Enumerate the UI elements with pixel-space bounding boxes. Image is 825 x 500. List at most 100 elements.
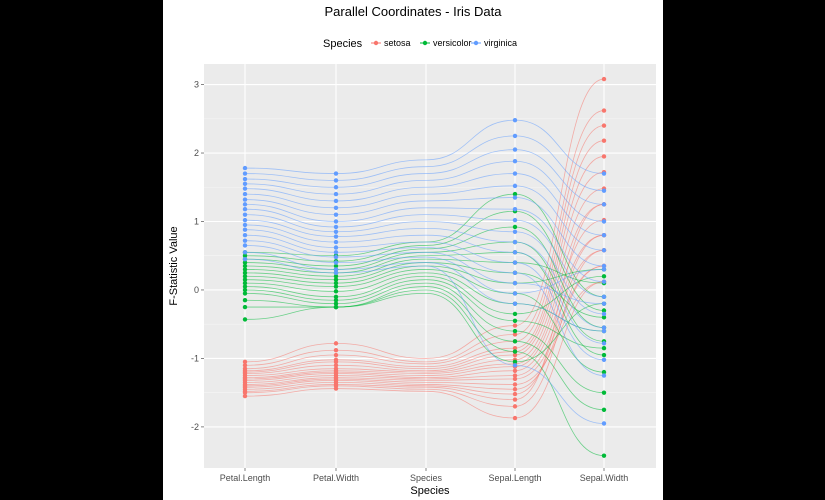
data-point-virginica bbox=[333, 260, 339, 265]
data-point-virginica bbox=[242, 171, 248, 176]
data-point-versicolor bbox=[242, 277, 248, 282]
data-point-virginica bbox=[601, 279, 607, 284]
series-line-setosa bbox=[244, 156, 605, 373]
data-point-virginica bbox=[601, 248, 607, 253]
data-point-versicolor bbox=[242, 260, 248, 265]
data-point-versicolor bbox=[601, 407, 607, 412]
data-point-versicolor bbox=[242, 317, 248, 322]
y-axis: -2 -1 0 1 2 3 bbox=[191, 80, 204, 432]
data-point-setosa bbox=[242, 359, 248, 365]
data-point-virginica bbox=[512, 117, 518, 123]
x-tick-label: Species bbox=[410, 473, 443, 483]
series-line-virginica bbox=[244, 240, 605, 305]
data-point-setosa bbox=[333, 359, 339, 365]
data-point-virginica bbox=[601, 263, 607, 269]
data-point-virginica bbox=[242, 165, 248, 171]
data-point-virginica bbox=[333, 224, 339, 230]
data-point-virginica bbox=[242, 176, 248, 182]
data-point-setosa bbox=[512, 404, 518, 409]
data-point-virginica bbox=[601, 357, 607, 363]
series-line-setosa bbox=[244, 140, 605, 372]
data-point-virginica bbox=[512, 229, 518, 234]
series-line-versicolor bbox=[244, 269, 605, 373]
series-line-virginica bbox=[244, 258, 605, 424]
series-line-virginica bbox=[244, 160, 605, 222]
legend-key-point-setosa bbox=[373, 40, 379, 46]
series-line-versicolor bbox=[244, 279, 605, 349]
data-point-virginica bbox=[242, 181, 248, 187]
series-line-setosa bbox=[244, 249, 605, 383]
series-line-virginica bbox=[244, 149, 605, 205]
data-point-versicolor bbox=[333, 298, 339, 303]
legend-title: Species bbox=[323, 38, 363, 50]
x-axis: Petal.Length Petal.Width Species Sepal.Leng… bbox=[220, 468, 628, 483]
data-point-versicolor bbox=[333, 289, 339, 294]
data-point-virginica bbox=[242, 250, 248, 255]
data-point-virginica bbox=[601, 171, 607, 176]
chart-title: Parallel Coordinates - Iris Data bbox=[324, 4, 502, 19]
data-point-virginica bbox=[242, 243, 248, 248]
series-line-setosa bbox=[244, 265, 605, 385]
data-point-virginica bbox=[601, 267, 607, 272]
data-point-virginica bbox=[601, 301, 607, 306]
series-line-virginica bbox=[244, 234, 605, 376]
legend-label-versicolor: versicolor bbox=[433, 38, 472, 48]
data-point-virginica bbox=[601, 311, 607, 317]
series-line-virginica bbox=[244, 219, 605, 329]
y-axis-title: F-Statistic Value bbox=[168, 226, 180, 305]
series-line-versicolor bbox=[244, 282, 605, 394]
data-point-versicolor bbox=[512, 318, 518, 323]
data-point-virginica bbox=[333, 239, 339, 245]
data-point-virginica bbox=[601, 373, 607, 378]
data-point-versicolor bbox=[601, 352, 607, 358]
series-lines bbox=[244, 78, 605, 457]
data-point-virginica bbox=[333, 234, 339, 239]
data-point-versicolor bbox=[512, 311, 518, 317]
data-point-versicolor bbox=[333, 294, 339, 300]
data-point-virginica bbox=[333, 254, 339, 260]
data-point-virginica bbox=[512, 250, 518, 255]
data-point-versicolor bbox=[333, 284, 339, 289]
legend: Species setosa versicolor virginica bbox=[323, 38, 517, 50]
data-point-virginica bbox=[333, 212, 339, 217]
data-point-versicolor bbox=[512, 328, 518, 334]
series-line-virginica bbox=[244, 229, 605, 361]
data-point-setosa bbox=[333, 363, 339, 368]
data-point-virginica bbox=[242, 212, 248, 217]
data-point-virginica bbox=[242, 227, 248, 232]
data-point-versicolor bbox=[242, 284, 248, 289]
data-point-versicolor bbox=[333, 277, 339, 282]
data-point-setosa bbox=[512, 373, 518, 378]
data-point-virginica bbox=[512, 159, 518, 164]
series-line-virginica bbox=[244, 224, 605, 344]
series-line-setosa bbox=[244, 188, 605, 376]
series-line-virginica bbox=[244, 208, 605, 298]
data-point-virginica bbox=[333, 185, 339, 190]
data-point-versicolor bbox=[601, 308, 607, 313]
data-point-virginica bbox=[333, 198, 339, 204]
data-point-versicolor bbox=[512, 224, 518, 230]
data-point-setosa bbox=[601, 154, 607, 159]
data-point-versicolor bbox=[333, 304, 339, 310]
data-point-versicolor bbox=[512, 339, 518, 344]
data-point-setosa bbox=[512, 387, 518, 392]
data-point-virginica bbox=[333, 178, 339, 183]
series-line-virginica bbox=[244, 251, 605, 332]
series-line-versicolor bbox=[244, 289, 605, 457]
data-point-versicolor bbox=[512, 349, 518, 354]
series-line-virginica bbox=[244, 135, 605, 192]
data-point-setosa bbox=[242, 390, 248, 395]
series-line-setosa bbox=[244, 78, 605, 363]
data-point-versicolor bbox=[512, 359, 518, 365]
y-tick-label: 0 bbox=[194, 285, 199, 295]
data-point-versicolor bbox=[601, 315, 607, 320]
series-line-versicolor bbox=[244, 275, 605, 315]
data-point-versicolor bbox=[242, 287, 248, 293]
data-point-setosa bbox=[242, 363, 248, 368]
data-point-virginica bbox=[512, 217, 518, 223]
data-point-virginica bbox=[601, 219, 607, 224]
data-point-virginica bbox=[242, 191, 248, 197]
data-point-versicolor bbox=[242, 263, 248, 269]
series-line-virginica bbox=[244, 203, 605, 283]
series-line-versicolor bbox=[244, 258, 605, 284]
